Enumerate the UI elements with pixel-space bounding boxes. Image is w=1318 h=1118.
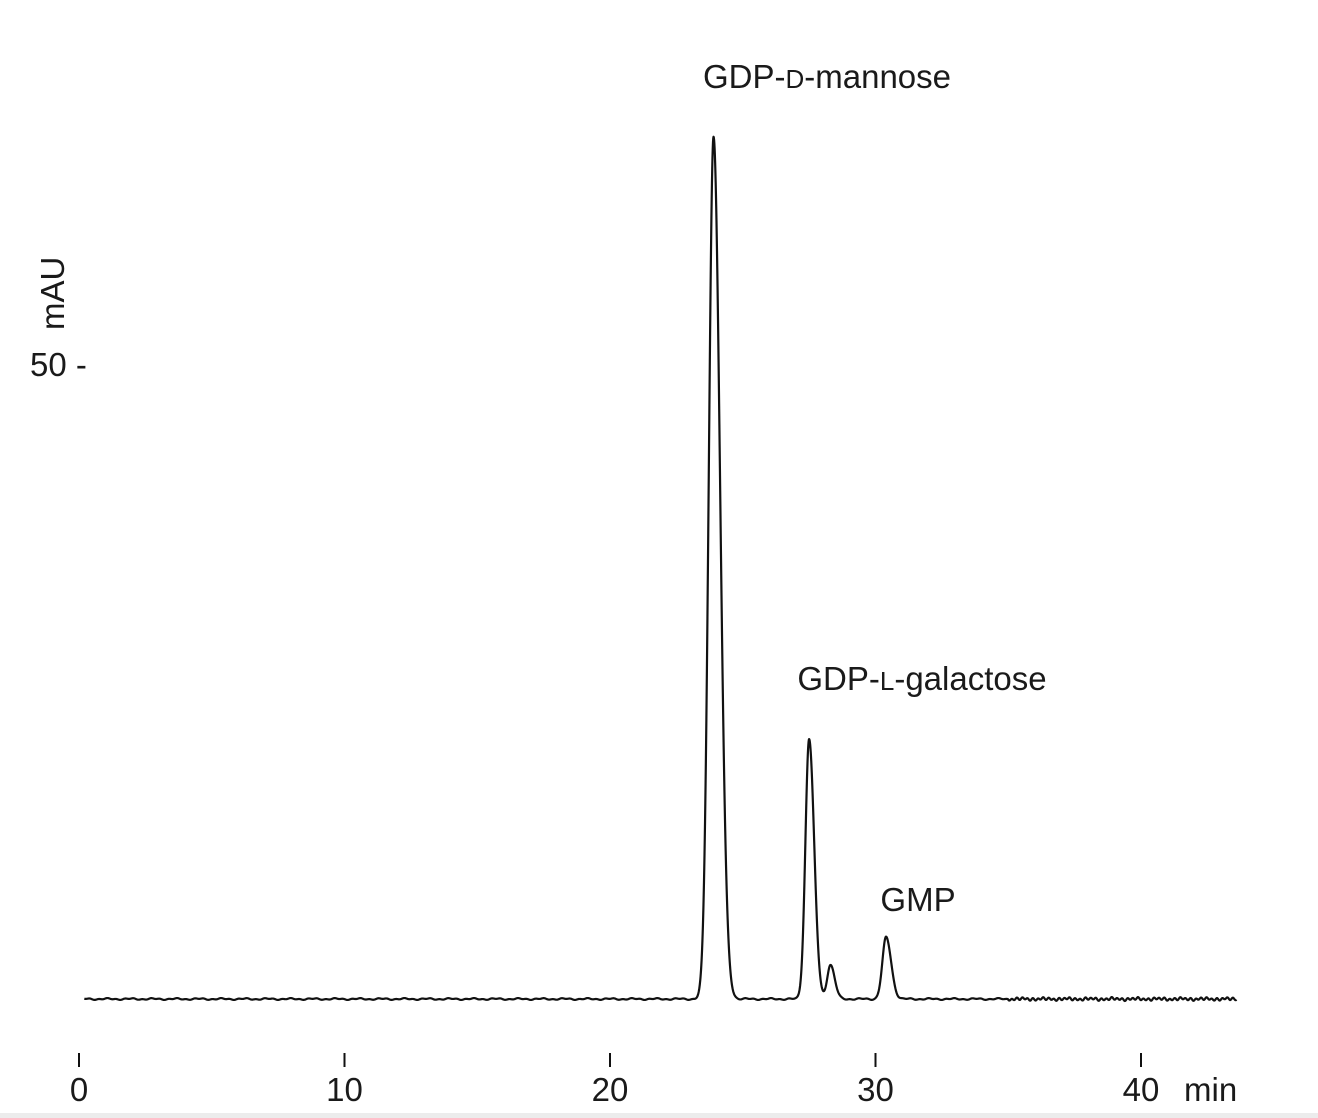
x-tick-label: 30 [857, 1071, 894, 1108]
x-tick-label: 40 [1123, 1071, 1160, 1108]
peak-label-part: -galactose [894, 660, 1046, 697]
x-axis: 0 10 20 30 40 min [70, 1053, 1237, 1108]
peak-label-part: -mannose [804, 58, 951, 95]
peak-label-part: L [880, 666, 894, 696]
y-tick-label: 50 - [30, 346, 87, 383]
chromatogram-trace [83, 135, 1238, 1003]
x-tick-label: 20 [592, 1071, 629, 1108]
peak-label-part: D [785, 64, 804, 94]
peak-label-part: GMP [880, 881, 955, 918]
y-axis-label: mAU [34, 257, 71, 330]
peak-label-part: GDP- [797, 660, 880, 697]
peak-label: GDP-D-mannose [703, 58, 951, 95]
x-tick-label: 0 [70, 1071, 88, 1108]
peak-label: GDP-L-galactose [797, 660, 1046, 697]
bottom-edge [0, 1113, 1318, 1118]
peak-label: GMP [880, 881, 955, 918]
peak-label-part: GDP- [703, 58, 786, 95]
y-axis: 50 - mAU [30, 257, 87, 383]
x-tick-label: 10 [326, 1071, 363, 1108]
x-axis-label: min [1184, 1071, 1237, 1108]
